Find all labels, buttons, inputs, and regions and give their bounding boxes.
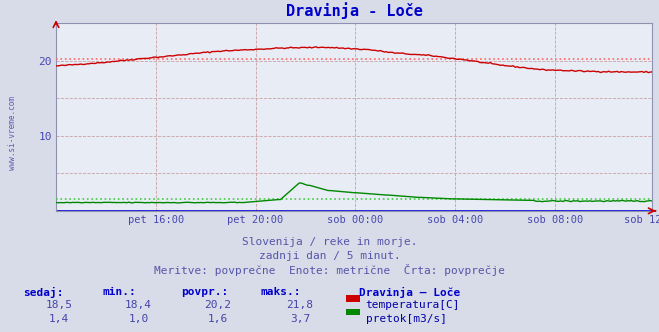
Text: min.:: min.: bbox=[102, 287, 136, 297]
Text: 18,4: 18,4 bbox=[125, 300, 152, 310]
Text: 1,4: 1,4 bbox=[49, 314, 69, 324]
Text: 1,6: 1,6 bbox=[208, 314, 227, 324]
Text: www.si-vreme.com: www.si-vreme.com bbox=[8, 96, 17, 170]
Text: 18,5: 18,5 bbox=[46, 300, 72, 310]
Text: temperatura[C]: temperatura[C] bbox=[366, 300, 460, 310]
Text: maks.:: maks.: bbox=[260, 287, 301, 297]
Text: zadnji dan / 5 minut.: zadnji dan / 5 minut. bbox=[258, 251, 401, 261]
Text: Meritve: povprečne  Enote: metrične  Črta: povprečje: Meritve: povprečne Enote: metrične Črta:… bbox=[154, 264, 505, 276]
Text: Slovenija / reke in morje.: Slovenija / reke in morje. bbox=[242, 237, 417, 247]
Text: 1,0: 1,0 bbox=[129, 314, 148, 324]
Text: 20,2: 20,2 bbox=[204, 300, 231, 310]
Text: pretok[m3/s]: pretok[m3/s] bbox=[366, 314, 447, 324]
Text: povpr.:: povpr.: bbox=[181, 287, 229, 297]
Text: Dravinja – Loče: Dravinja – Loče bbox=[359, 287, 461, 298]
Text: 21,8: 21,8 bbox=[287, 300, 313, 310]
Text: 3,7: 3,7 bbox=[290, 314, 310, 324]
Title: Dravinja - Loče: Dravinja - Loče bbox=[286, 2, 422, 19]
Text: sedaj:: sedaj: bbox=[23, 287, 63, 298]
